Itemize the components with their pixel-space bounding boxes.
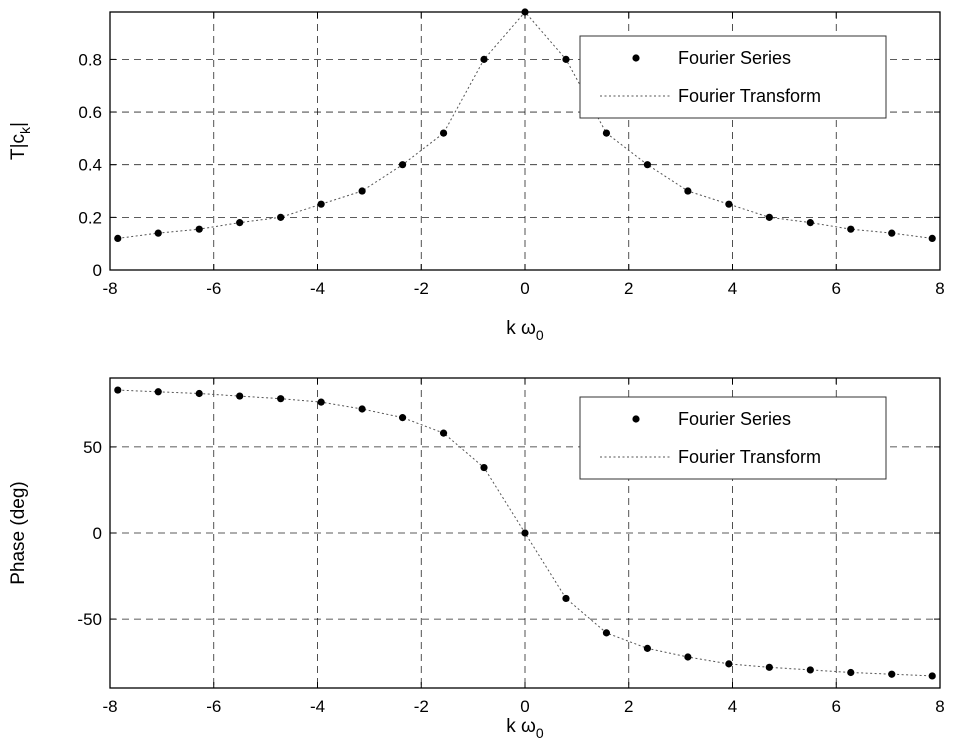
fourier-series-point xyxy=(277,395,285,403)
x-tick-label: 6 xyxy=(832,279,841,298)
fourier-series-point xyxy=(806,219,814,227)
x-tick-label: 0 xyxy=(520,697,529,716)
legend: Fourier Series Fourier Transform xyxy=(579,35,887,119)
fourier-series-point xyxy=(643,161,652,169)
legend-entry-fourier-transform: Fourier Transform xyxy=(678,447,821,467)
fourier-series-point xyxy=(154,388,162,396)
fourier-series-point xyxy=(684,187,692,195)
x-tick-label: 4 xyxy=(728,697,737,716)
fourier-series-point xyxy=(643,644,652,652)
x-axis-label: k ω0 xyxy=(506,318,544,343)
x-tick-label: 2 xyxy=(624,697,633,716)
y-tick-label: 50 xyxy=(83,438,102,457)
x-tick-label: -8 xyxy=(102,697,117,716)
fourier-series-point xyxy=(398,161,407,169)
x-tick-label: 6 xyxy=(832,697,841,716)
y-axis-label: T|ck| xyxy=(8,122,33,160)
fourier-series-point xyxy=(114,234,122,243)
fourier-series-point xyxy=(195,389,203,398)
x-tick-label: -6 xyxy=(206,279,221,298)
fourier-series-point xyxy=(684,653,692,661)
y-tick-label: -50 xyxy=(77,610,102,629)
fourier-series-point xyxy=(358,405,366,413)
fourier-series-point xyxy=(236,219,244,227)
legend-marker-fourier-series xyxy=(632,54,640,62)
fourier-series-point xyxy=(277,213,285,221)
fourier-series-point xyxy=(765,663,773,671)
x-tick-label: -4 xyxy=(310,697,325,716)
x-tick-label: -8 xyxy=(102,279,117,298)
fourier-series-point xyxy=(602,629,611,637)
fourier-series-point xyxy=(114,386,122,394)
legend-marker-fourier-series xyxy=(632,415,640,423)
fourier-series-point xyxy=(928,234,936,243)
fourier-series-point xyxy=(562,55,570,63)
y-axis-label: Phase (deg) xyxy=(8,481,29,585)
fourier-series-point xyxy=(928,672,936,680)
fourier-series-point xyxy=(806,666,814,674)
fourier-series-point xyxy=(236,392,244,400)
fourier-series-point xyxy=(725,660,733,668)
legend: Fourier Series Fourier Transform xyxy=(579,396,887,480)
fourier-series-point xyxy=(439,129,448,137)
fourier-series-point xyxy=(765,213,773,221)
fourier-series-point xyxy=(358,187,366,195)
fourier-series-point xyxy=(317,200,325,208)
fourier-series-point xyxy=(154,229,162,237)
fourier-series-point xyxy=(888,229,896,237)
y-tick-label: 0.4 xyxy=(78,156,102,175)
fourier-series-point xyxy=(521,529,529,537)
x-tick-label: -2 xyxy=(414,697,429,716)
y-tick-label: 0 xyxy=(93,524,102,543)
x-tick-label: 8 xyxy=(935,279,944,298)
legend-box xyxy=(579,35,887,119)
y-tick-label: 0.6 xyxy=(78,103,102,122)
fourier-series-point xyxy=(725,200,733,208)
fourier-series-point xyxy=(480,463,488,472)
x-tick-label: 4 xyxy=(728,279,737,298)
phase-plot: -8 -6 -4 -2 0 2 4 6 8 -50 0 50 k ω0 Phase (deg) Fourie… xyxy=(8,377,945,741)
x-tick-label: 2 xyxy=(624,279,633,298)
fourier-series-point xyxy=(521,8,529,16)
legend-entry-fourier-series: Fourier Series xyxy=(678,48,791,68)
legend-entry-fourier-transform: Fourier Transform xyxy=(678,86,821,106)
x-axis-label: k ω0 xyxy=(506,716,544,741)
y-tick-label: 0.2 xyxy=(78,208,102,227)
fourier-series-point xyxy=(195,225,203,233)
legend-entry-fourier-series: Fourier Series xyxy=(678,409,791,429)
x-tick-label: 0 xyxy=(520,279,529,298)
fourier-series-point xyxy=(317,398,325,406)
y-tick-label: 0 xyxy=(93,261,102,280)
magnitude-plot: -8 -6 -4 -2 0 2 4 6 8 0 0.2 0.4 0.6 0.8 k ω0 T|ck| Fouri… xyxy=(8,8,945,343)
fourier-series-point xyxy=(562,594,570,603)
fourier-series-point xyxy=(439,429,448,437)
fourier-series-point xyxy=(847,668,855,677)
fourier-series-point xyxy=(888,670,896,678)
fourier-series-point xyxy=(847,225,855,233)
legend-box xyxy=(579,396,887,480)
fourier-series-point xyxy=(602,129,611,137)
x-tick-label: -6 xyxy=(206,697,221,716)
fourier-series-point xyxy=(480,55,488,63)
x-tick-label: -4 xyxy=(310,279,325,298)
x-tick-label: 8 xyxy=(935,697,944,716)
fourier-series-point xyxy=(398,414,407,422)
y-tick-label: 0.8 xyxy=(78,50,102,69)
x-tick-label: -2 xyxy=(414,279,429,298)
